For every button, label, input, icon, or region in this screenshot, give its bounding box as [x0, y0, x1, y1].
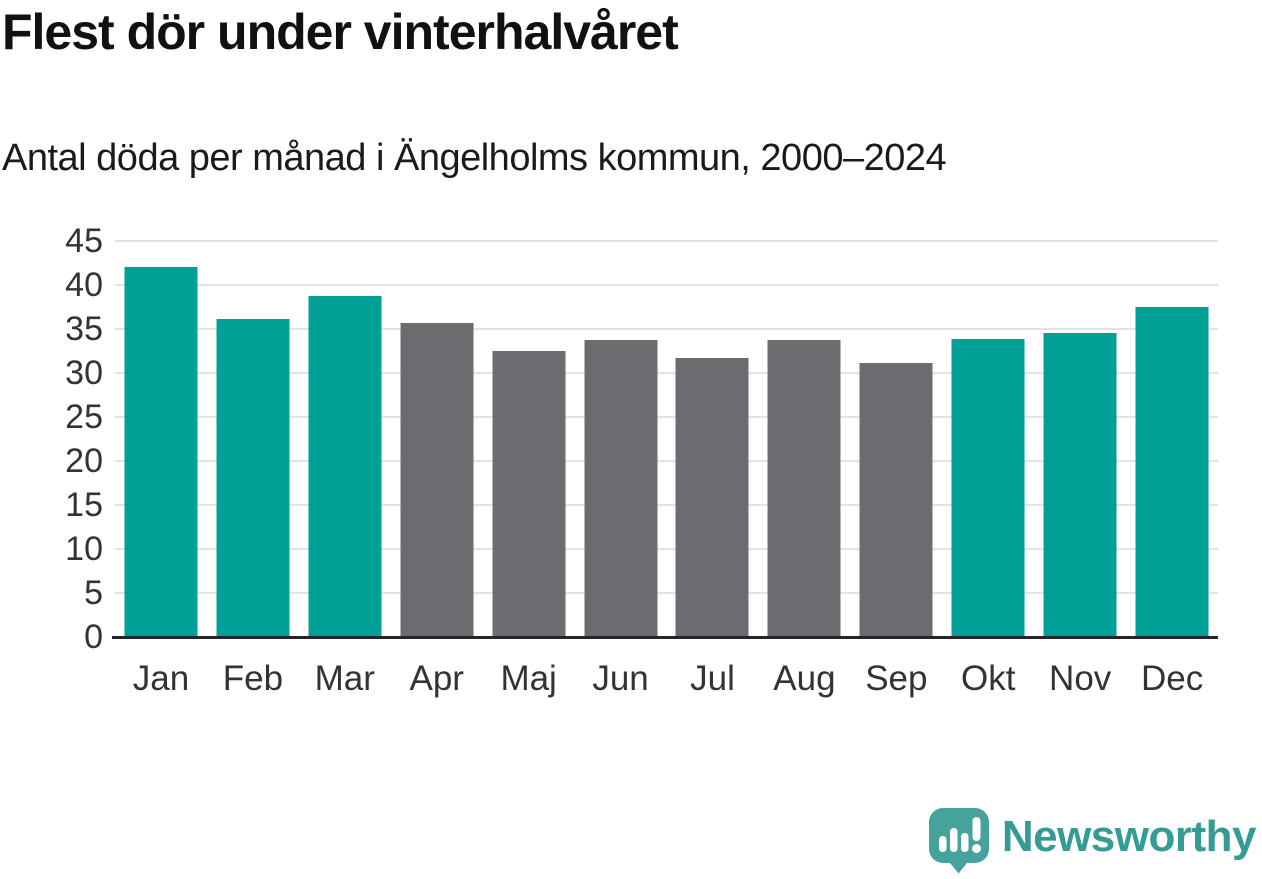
- bar-slot-jan: Jan: [115, 241, 207, 698]
- bar-slot-aug: Aug: [758, 241, 850, 698]
- bar: [1043, 332, 1117, 637]
- y-tick-label: 10: [65, 530, 103, 568]
- newsworthy-logo-text: Newsworthy: [1001, 812, 1257, 861]
- y-tick-label: 5: [84, 574, 103, 612]
- y-tick-label: 45: [65, 222, 103, 260]
- bar: [675, 358, 749, 637]
- y-tick-label: 0: [84, 618, 103, 656]
- x-tick-label: Sep: [865, 659, 928, 698]
- bar-slot-sep: Sep: [850, 241, 942, 698]
- bar: [859, 363, 933, 637]
- gridline: [115, 548, 1218, 550]
- y-tick-label: 15: [65, 486, 103, 524]
- newsworthy-logo: Newsworthy: [928, 807, 1257, 875]
- y-tick-label: 35: [65, 310, 103, 348]
- y-tick-label: 20: [65, 442, 103, 480]
- bar: [767, 339, 841, 637]
- x-tick-label: Nov: [1049, 659, 1112, 698]
- x-tick-label: Jun: [592, 659, 649, 698]
- x-tick-label: Feb: [222, 659, 284, 698]
- speech-bubble-bar-chart-icon: [928, 808, 989, 874]
- x-tick-label: Apr: [409, 659, 464, 698]
- gridline: [115, 416, 1218, 418]
- bars-container: Jan Feb Mar Apr Maj Jun Jul Aug Sep Okt Nov Dec: [115, 241, 1218, 698]
- y-tick-label: 25: [65, 398, 103, 436]
- bar-slot-mar: Mar: [299, 241, 391, 698]
- x-tick-label: Jul: [690, 659, 735, 698]
- gridline: [115, 284, 1218, 286]
- bar-slot-jun: Jun: [575, 241, 667, 698]
- x-tick-label: Jan: [132, 659, 190, 698]
- x-tick-label: Mar: [314, 659, 375, 698]
- bar: [1135, 307, 1209, 637]
- y-tick-label: 30: [65, 354, 103, 392]
- bar: [216, 319, 290, 637]
- chart-title: Flest dör under vinterhalvåret: [2, 4, 679, 60]
- bar: [584, 339, 658, 637]
- x-tick-label: Dec: [1140, 659, 1204, 698]
- bar-chart: 0 5 10 15 20 25 30 35 40 45 Jan Feb Mar Apr Maj Jun Jul…: [0, 224, 1218, 698]
- bar: [951, 338, 1025, 637]
- gridline: [115, 328, 1218, 330]
- gridline: [115, 372, 1218, 374]
- bar-slot-maj: Maj: [483, 241, 575, 698]
- gridline: [115, 460, 1218, 462]
- x-axis-line: [112, 635, 1218, 639]
- bar-slot-jul: Jul: [667, 241, 759, 698]
- bar-slot-nov: Nov: [1034, 241, 1126, 698]
- x-tick-label: Maj: [500, 659, 557, 698]
- bar: [308, 296, 382, 637]
- chart-subtitle: Antal döda per månad i Ängelholms kommun…: [2, 137, 947, 179]
- bar: [400, 322, 474, 637]
- bar-slot-okt: Okt: [942, 241, 1034, 698]
- bar-slot-dec: Dec: [1126, 241, 1218, 698]
- gridline: [115, 504, 1218, 506]
- gridline: [115, 240, 1218, 242]
- bar-slot-feb: Feb: [207, 241, 299, 698]
- x-tick-label: Aug: [773, 659, 836, 698]
- gridline: [115, 592, 1218, 594]
- bar: [124, 267, 198, 637]
- y-tick-label: 40: [65, 266, 103, 304]
- bar: [492, 351, 566, 637]
- bar-slot-apr: Apr: [391, 241, 483, 698]
- x-tick-label: Okt: [961, 659, 1016, 698]
